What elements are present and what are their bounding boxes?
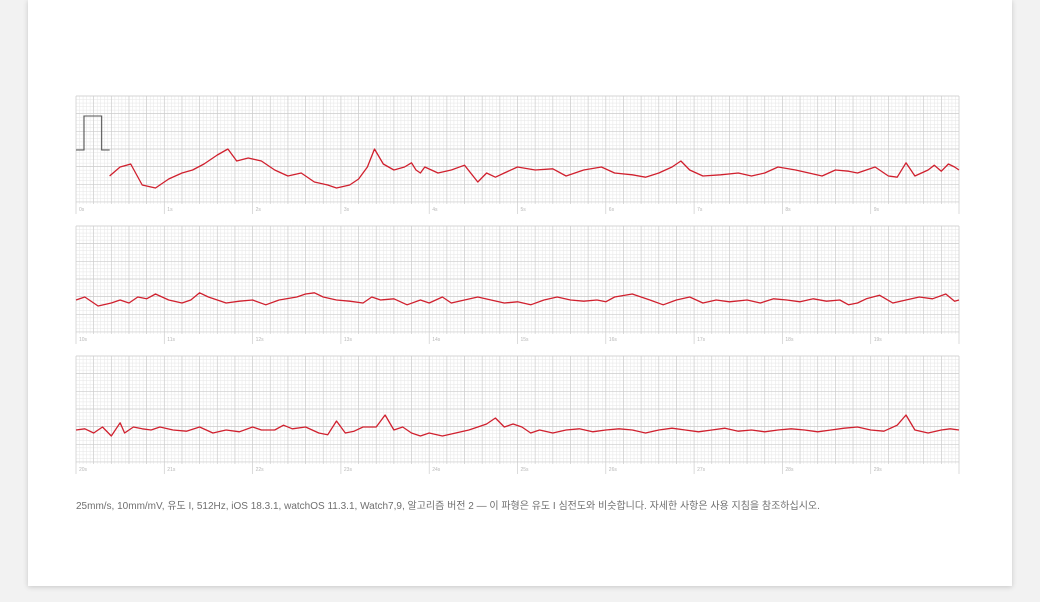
calibration-pulse (76, 115, 110, 151)
ecg-strip-1: 0s 1s 2s 3s 4s 5s 6s 7s 8s 9s (75, 95, 960, 214)
ecg-trace (109, 148, 960, 189)
second-tick-label: 27s (697, 467, 706, 473)
second-tick-label: 23s (344, 467, 353, 473)
ecg-trace (75, 292, 960, 307)
ecg-strip-2: 10s 11s 12s 13s 14s 15s 16s 17s 18s 19s (75, 225, 960, 344)
second-tick-label: 20s (79, 467, 88, 473)
second-tick-label: 19s (874, 337, 883, 343)
second-tick-label: 24s (432, 467, 441, 473)
ecg-strip-3-chart: 20s 21s 22s 23s 24s 25s 26s 27s 28s 29s (75, 355, 960, 474)
second-tick-label: 2s (256, 207, 262, 213)
second-tick-label: 25s (521, 467, 530, 473)
major-grid (75, 225, 960, 334)
second-tick-label: 18s (785, 337, 794, 343)
second-tick-label: 29s (874, 467, 883, 473)
second-tick-label: 17s (697, 337, 706, 343)
second-tick-label: 8s (785, 207, 791, 213)
second-tick-label: 9s (874, 207, 880, 213)
second-tick-label: 10s (79, 337, 88, 343)
second-tick-label: 7s (697, 207, 703, 213)
second-tick-label: 11s (167, 337, 175, 343)
second-tick-label: 21s (167, 467, 176, 473)
second-tick-label: 6s (609, 207, 615, 213)
ecg-trace (75, 414, 960, 437)
ecg-strip-1-chart: 0s 1s 2s 3s 4s 5s 6s 7s 8s 9s (75, 95, 960, 214)
ecg-strip-3: 20s 21s 22s 23s 24s 25s 26s 27s 28s 29s (75, 355, 960, 474)
ecg-caption: 25mm/s, 10mm/mV, 유도 I, 512Hz, iOS 18.3.1… (76, 501, 820, 512)
second-tick-label: 4s (432, 207, 438, 213)
second-tick-label: 0s (79, 207, 85, 213)
second-tick-label: 13s (344, 337, 353, 343)
second-tick-label: 14s (432, 337, 441, 343)
second-tick-label: 12s (256, 337, 265, 343)
major-grid (75, 355, 960, 464)
second-tick-label: 22s (256, 467, 265, 473)
second-tick-label: 15s (521, 337, 530, 343)
major-grid (75, 95, 960, 204)
second-tick-label: 28s (785, 467, 794, 473)
second-tick-label: 3s (344, 207, 350, 213)
second-tick-label: 26s (609, 467, 618, 473)
ecg-report-page: 0s 1s 2s 3s 4s 5s 6s 7s 8s 9s 10s 11s 12s 13s 14s 15s 1… (28, 0, 1012, 586)
second-tick-label: 5s (521, 207, 527, 213)
second-tick-label: 1s (167, 207, 173, 213)
ecg-strip-2-chart: 10s 11s 12s 13s 14s 15s 16s 17s 18s 19s (75, 225, 960, 344)
second-tick-label: 16s (609, 337, 618, 343)
